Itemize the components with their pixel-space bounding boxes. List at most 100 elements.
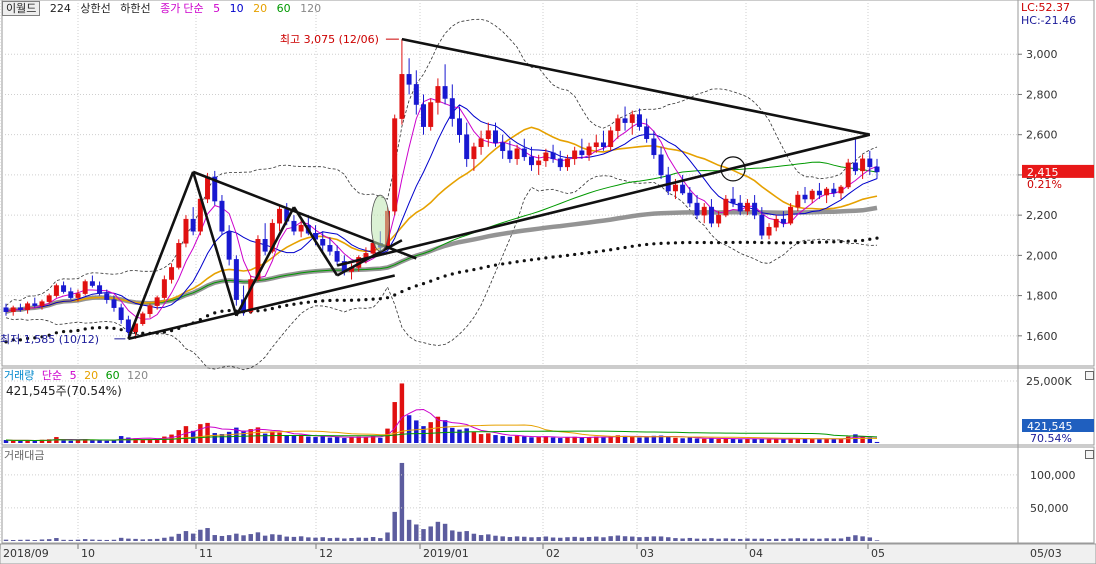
lower-limit-dot xyxy=(616,246,620,251)
lower-limit-dot xyxy=(558,254,562,258)
ma60-line xyxy=(5,161,878,313)
volume-bar xyxy=(809,438,815,443)
trading-value-bar xyxy=(320,537,325,541)
price-tick-label: 2,000 xyxy=(1026,249,1058,262)
trading-value-tick-label: 100,000 xyxy=(1030,469,1076,482)
volume-bar xyxy=(363,437,369,443)
volume-bar xyxy=(507,436,513,443)
time-tick-label: 02 xyxy=(546,547,560,560)
volume-bar xyxy=(666,436,671,443)
stock-name-button[interactable]: 이월드 xyxy=(2,1,41,16)
lower-limit-dot xyxy=(277,305,282,309)
volume-bar xyxy=(622,436,628,443)
trading-value-bar xyxy=(666,537,671,541)
lower-limit-dot xyxy=(551,255,555,259)
trading-value-bar xyxy=(248,534,253,541)
amount-panel-header[interactable]: 거래대금 xyxy=(4,449,45,462)
volume-bar xyxy=(500,436,505,443)
bar-count: 224 xyxy=(49,2,71,15)
lower-limit-dot xyxy=(587,251,591,255)
volume-panel-close-button[interactable] xyxy=(1085,371,1094,380)
volume-bar xyxy=(781,439,786,443)
lower-limit-dot xyxy=(306,300,310,304)
candle-body xyxy=(521,148,527,158)
candle-body xyxy=(82,281,88,294)
volume-tag: 421,545 xyxy=(1027,420,1073,433)
volume-bar xyxy=(658,435,664,443)
volume-bar xyxy=(594,436,599,443)
lower-limit-dot xyxy=(472,267,476,272)
candle-body xyxy=(183,218,189,244)
lower-limit-dot xyxy=(342,298,346,302)
time-right-label: 05/03 xyxy=(1030,547,1062,560)
candle-body xyxy=(3,307,9,312)
volume-pct-label: 70.54% xyxy=(1030,432,1072,445)
candle-body xyxy=(457,118,462,135)
trading-value-bar xyxy=(97,539,102,541)
candle-body xyxy=(629,114,635,123)
time-tick-label: 2019/01 xyxy=(423,547,469,560)
volume-bar xyxy=(773,439,779,443)
candle-body xyxy=(262,239,268,252)
lower-limit-dot xyxy=(501,262,505,266)
price-tick-label: 3,000 xyxy=(1026,48,1058,61)
lower-limit-dot xyxy=(652,242,656,246)
candle-body xyxy=(680,184,686,194)
ma-mode-label: 단순 xyxy=(183,2,204,15)
volume-bar xyxy=(75,440,81,443)
volume-bar xyxy=(234,427,239,443)
trend-line xyxy=(127,171,195,340)
trading-value-bar xyxy=(133,538,138,541)
lower-limit-label[interactable]: 하한선 xyxy=(120,2,151,15)
candle-body xyxy=(471,146,477,160)
trading-value-bar xyxy=(169,536,174,541)
candle-body xyxy=(464,134,470,160)
volume-bar xyxy=(320,436,325,443)
trading-value-bar xyxy=(284,536,289,541)
lower-limit-dot xyxy=(119,328,123,332)
candle-body xyxy=(672,184,678,192)
candle-body xyxy=(75,293,81,298)
lower-limit-dot xyxy=(54,331,58,335)
candle-body xyxy=(53,285,59,296)
lower-limit-dot xyxy=(839,240,843,244)
volume-bar xyxy=(752,439,757,443)
volume-bar xyxy=(349,437,354,443)
volume-bar xyxy=(838,438,844,443)
amount-panel-close-button[interactable] xyxy=(1085,450,1094,459)
lower-limit-dot xyxy=(11,338,15,342)
lower-limit-dot xyxy=(645,242,649,247)
breakout-highlight xyxy=(370,194,390,252)
trading-value-bar xyxy=(18,539,23,541)
volume-bar xyxy=(356,436,361,443)
trend-line xyxy=(128,274,396,341)
lower-limit-dot xyxy=(393,293,397,297)
trading-value-bar xyxy=(25,539,30,541)
amount-panel-frame xyxy=(1,446,1095,544)
volume-bar xyxy=(874,441,880,443)
lower-limit-dot xyxy=(4,340,8,344)
trading-value-bar xyxy=(190,533,196,541)
candle-body xyxy=(586,146,592,156)
volume-bar xyxy=(284,435,289,443)
trading-value-bar xyxy=(118,537,124,541)
volume-title[interactable]: 거래량 xyxy=(4,369,35,382)
lower-limit-dot xyxy=(436,276,440,281)
trend-line xyxy=(292,206,339,277)
volume-bar xyxy=(342,438,347,443)
close-label[interactable]: 종가 xyxy=(160,2,181,15)
trading-value-bar xyxy=(46,539,52,541)
volume-bar xyxy=(370,435,376,443)
trading-value-bar xyxy=(723,538,729,541)
volume-ma60-label: 60 xyxy=(105,369,120,382)
lower-limit-dot xyxy=(666,241,670,245)
volume-bar xyxy=(637,437,642,443)
lower-limit-dot xyxy=(205,314,210,318)
volume-bar xyxy=(306,436,311,443)
upper-limit-label[interactable]: 상한선 xyxy=(80,2,111,15)
volume-bar xyxy=(586,437,592,443)
high-annotation: 최고 3,075 (12/06) xyxy=(280,33,379,46)
candle-body xyxy=(795,194,801,208)
lower-limit-dot xyxy=(565,253,570,257)
